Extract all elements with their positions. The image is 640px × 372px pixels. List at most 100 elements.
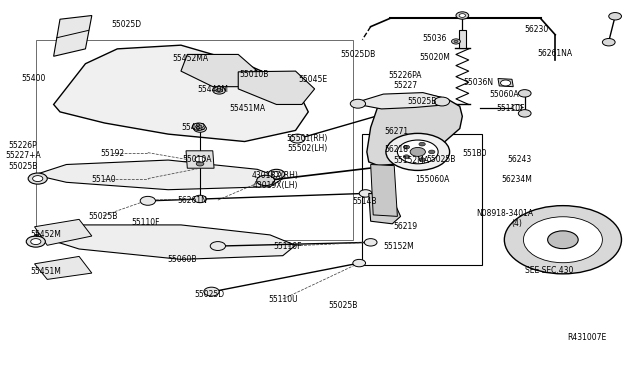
Text: 55502(LH): 55502(LH) — [287, 144, 327, 153]
Text: 56261N: 56261N — [177, 196, 207, 205]
Polygon shape — [35, 225, 296, 259]
Text: 55452M: 55452M — [31, 230, 61, 240]
Text: 4301BX(RH): 4301BX(RH) — [252, 171, 299, 180]
Circle shape — [364, 238, 377, 246]
Circle shape — [195, 156, 205, 162]
Circle shape — [386, 134, 449, 170]
Text: 56243: 56243 — [508, 155, 532, 164]
Text: 55025B: 55025B — [407, 97, 436, 106]
Polygon shape — [186, 151, 214, 168]
Circle shape — [212, 87, 225, 94]
Circle shape — [524, 217, 602, 263]
Text: 55452MA: 55452MA — [172, 54, 209, 62]
Circle shape — [518, 110, 531, 117]
Circle shape — [456, 12, 468, 19]
Circle shape — [435, 97, 449, 106]
Text: 551B0: 551B0 — [463, 149, 487, 158]
Polygon shape — [54, 16, 92, 56]
Text: 55451M: 55451M — [31, 267, 61, 276]
Bar — [36, 40, 353, 240]
Text: R431007E: R431007E — [568, 333, 607, 342]
Circle shape — [196, 125, 202, 129]
Text: 55025B: 55025B — [88, 212, 118, 221]
Text: 55110F: 55110F — [132, 218, 160, 227]
Polygon shape — [35, 256, 92, 279]
Text: 55501(RH): 55501(RH) — [286, 134, 328, 143]
Text: N08918-3401A: N08918-3401A — [476, 209, 533, 218]
Circle shape — [518, 90, 531, 97]
Circle shape — [272, 171, 281, 177]
Text: 56218: 56218 — [384, 145, 408, 154]
Text: 55010A: 55010A — [182, 155, 212, 164]
Text: 56271: 56271 — [384, 126, 408, 136]
Circle shape — [196, 161, 204, 166]
Circle shape — [359, 190, 372, 197]
Polygon shape — [54, 45, 308, 141]
Circle shape — [216, 89, 222, 92]
Circle shape — [26, 236, 45, 247]
Circle shape — [410, 147, 426, 156]
Text: 55036N: 55036N — [464, 78, 494, 87]
Circle shape — [194, 195, 207, 203]
Circle shape — [609, 13, 621, 20]
Circle shape — [33, 176, 43, 182]
Text: 56261NA: 56261NA — [538, 49, 573, 58]
Circle shape — [419, 158, 425, 161]
Circle shape — [194, 125, 207, 132]
Circle shape — [403, 155, 410, 158]
Circle shape — [290, 134, 305, 143]
Text: 55110F: 55110F — [497, 105, 525, 113]
Polygon shape — [35, 219, 92, 245]
Text: 55227+A: 55227+A — [5, 151, 41, 160]
Text: 55010B: 55010B — [239, 70, 269, 79]
Polygon shape — [35, 160, 283, 190]
Text: 56234M: 56234M — [502, 175, 532, 184]
Circle shape — [419, 142, 425, 146]
Circle shape — [454, 40, 458, 42]
Polygon shape — [371, 164, 397, 217]
Circle shape — [429, 150, 435, 154]
Text: 55045E: 55045E — [299, 75, 328, 84]
Text: 155060A: 155060A — [415, 175, 449, 184]
Polygon shape — [358, 93, 444, 109]
Circle shape — [193, 123, 205, 131]
Text: 55152MA: 55152MA — [394, 156, 429, 165]
Text: 56230: 56230 — [524, 25, 548, 34]
Circle shape — [140, 196, 156, 205]
Text: 55025B: 55025B — [328, 301, 358, 310]
Circle shape — [397, 140, 438, 164]
Text: (4): (4) — [511, 219, 522, 228]
Text: 55227: 55227 — [393, 81, 417, 90]
Text: 55025D: 55025D — [195, 290, 225, 299]
Text: 43019X(LH): 43019X(LH) — [252, 181, 298, 190]
Text: 55060B: 55060B — [168, 255, 197, 264]
Text: 55110F: 55110F — [274, 241, 302, 250]
Text: 55226PA: 55226PA — [388, 71, 422, 80]
Polygon shape — [238, 71, 315, 105]
Text: 55025B: 55025B — [426, 155, 456, 164]
Circle shape — [31, 238, 41, 244]
Text: 55020M: 55020M — [419, 52, 450, 61]
Text: 55036: 55036 — [422, 34, 447, 43]
Text: 55400: 55400 — [21, 74, 45, 83]
Circle shape — [204, 287, 219, 296]
Polygon shape — [367, 94, 462, 166]
Circle shape — [548, 231, 578, 248]
Circle shape — [350, 99, 365, 108]
Text: 55192: 55192 — [100, 149, 124, 158]
Circle shape — [602, 38, 615, 46]
Text: 55025DB: 55025DB — [340, 50, 376, 59]
Text: 55440M: 55440M — [197, 85, 228, 94]
Bar — [458, 31, 466, 48]
Text: 55482: 55482 — [182, 123, 205, 132]
Text: 55226P: 55226P — [9, 141, 38, 150]
Text: 55110U: 55110U — [268, 295, 298, 304]
Circle shape — [28, 173, 47, 184]
Bar — [362, 134, 482, 264]
Circle shape — [451, 39, 460, 44]
Text: 55025D: 55025D — [112, 20, 142, 29]
Circle shape — [353, 259, 365, 267]
Circle shape — [268, 169, 285, 179]
Circle shape — [512, 105, 522, 110]
Circle shape — [210, 241, 225, 250]
